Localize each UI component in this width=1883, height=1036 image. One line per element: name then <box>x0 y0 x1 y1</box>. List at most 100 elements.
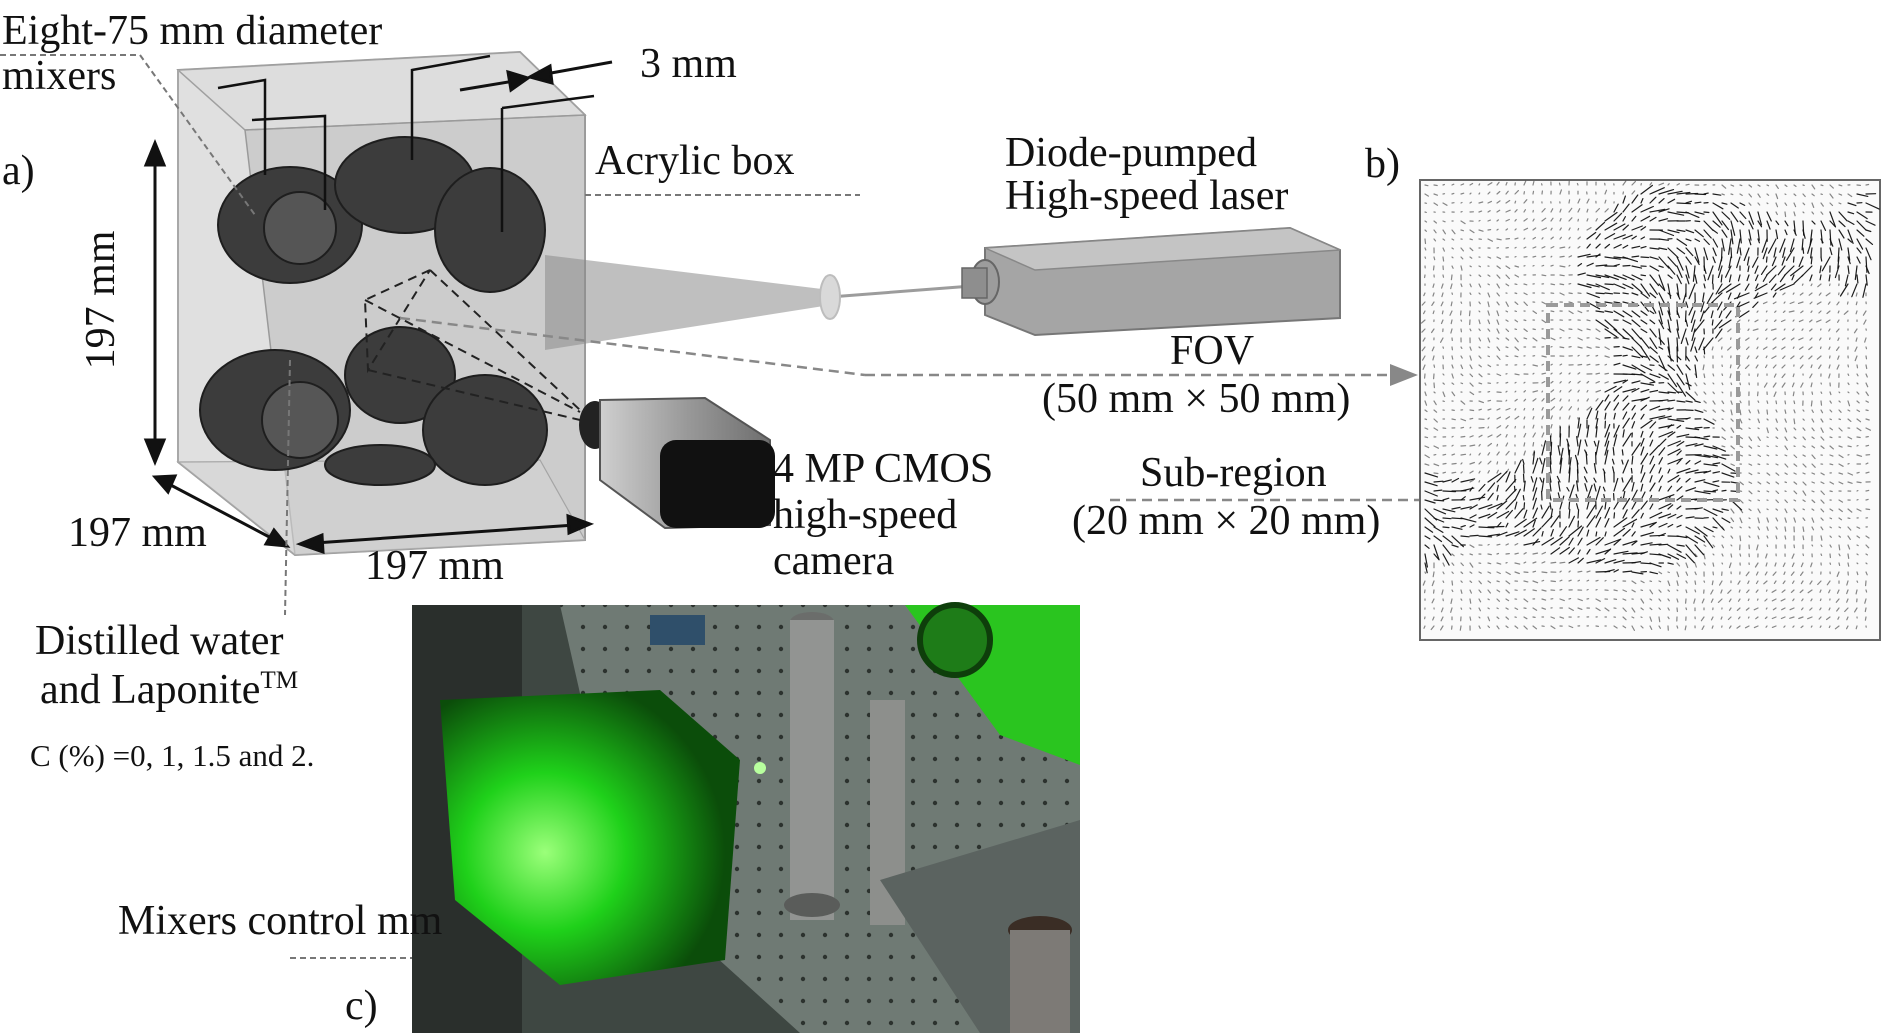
velocity-vector <box>1658 310 1663 325</box>
velocity-vector <box>1856 454 1863 457</box>
velocity-vector <box>1721 373 1724 376</box>
velocity-vector <box>1718 319 1732 329</box>
velocity-vector <box>1451 373 1454 379</box>
velocity-vector <box>1856 391 1860 395</box>
velocity-vector <box>1505 479 1517 492</box>
velocity-vector <box>1819 265 1822 274</box>
velocity-vector <box>1640 430 1644 438</box>
velocity-vector <box>1532 570 1537 573</box>
velocity-vector <box>1549 502 1552 510</box>
velocity-vector <box>1792 319 1795 322</box>
velocity-vector <box>1808 346 1813 351</box>
velocity-vector <box>1505 390 1508 393</box>
velocity-vector <box>1720 616 1723 620</box>
velocity-vector <box>1469 426 1472 429</box>
velocity-vector <box>1604 559 1617 564</box>
velocity-vector <box>1676 310 1681 319</box>
velocity-vector <box>1820 184 1824 187</box>
velocity-vector <box>1703 346 1706 355</box>
velocity-vector <box>1811 517 1815 523</box>
velocity-vector <box>1845 625 1849 630</box>
velocity-vector <box>1622 264 1631 267</box>
velocity-vector <box>1640 607 1644 611</box>
velocity-vector <box>1541 598 1547 601</box>
velocity-vector <box>1505 283 1510 287</box>
velocity-vector <box>1819 607 1822 611</box>
velocity-vector <box>1640 551 1648 555</box>
velocity-vector <box>1566 438 1570 447</box>
velocity-vector <box>1838 220 1846 228</box>
velocity-vector <box>1784 229 1788 236</box>
velocity-vector <box>1550 515 1560 528</box>
velocity-vector <box>1717 337 1723 342</box>
velocity-vector <box>1856 418 1862 423</box>
velocity-vector <box>1828 346 1831 350</box>
velocity-vector <box>1496 470 1508 483</box>
velocity-vector <box>1829 400 1832 404</box>
velocity-vector <box>1676 355 1682 361</box>
velocity-vector <box>1864 337 1867 343</box>
velocity-vector <box>1694 409 1704 413</box>
velocity-vector <box>1431 346 1435 352</box>
velocity-vector <box>1583 466 1588 474</box>
velocity-vector <box>1433 193 1439 196</box>
velocity-vector <box>1784 481 1788 484</box>
velocity-vector <box>1478 210 1483 213</box>
velocity-vector <box>1532 337 1538 342</box>
velocity-vector <box>1422 337 1426 342</box>
velocity-vector <box>1577 227 1580 231</box>
velocity-vector <box>1782 292 1786 296</box>
velocity-vector <box>1694 238 1701 242</box>
velocity-vector <box>1505 416 1511 420</box>
velocity-vector <box>1828 589 1831 594</box>
velocity-vector <box>1487 274 1491 277</box>
velocity-vector <box>1820 391 1823 394</box>
velocity-vector <box>1847 220 1855 225</box>
velocity-vector <box>1550 397 1556 402</box>
velocity-vector <box>1739 202 1746 206</box>
velocity-vector <box>1602 486 1606 492</box>
velocity-vector <box>1802 499 1806 502</box>
velocity-vector <box>1469 553 1474 556</box>
velocity-vector <box>1694 355 1699 362</box>
velocity-vector <box>1703 238 1710 246</box>
velocity-vector <box>1748 481 1753 484</box>
velocity-vector <box>1514 265 1520 268</box>
velocity-vector <box>1829 544 1832 548</box>
velocity-vector <box>1844 607 1849 613</box>
velocity-vector <box>1568 292 1573 295</box>
velocity-vector <box>1761 238 1768 253</box>
velocity-vector <box>1449 310 1453 316</box>
laser-body <box>961 226 1341 337</box>
velocity-vector <box>1487 219 1492 222</box>
velocity-vector <box>1541 274 1547 277</box>
velocity-vector <box>1810 364 1813 369</box>
velocity-vector <box>1532 227 1537 231</box>
velocity-vector <box>1568 557 1580 564</box>
velocity-vector <box>1433 256 1436 261</box>
velocity-vector <box>1658 494 1675 501</box>
velocity-vector <box>1622 395 1629 402</box>
velocity-vector <box>1505 274 1511 280</box>
velocity-vector <box>1469 504 1478 510</box>
velocity-vector <box>1676 265 1683 278</box>
velocity-vector <box>1829 562 1832 565</box>
velocity-vector <box>1622 328 1634 339</box>
velocity-vector <box>1568 406 1573 411</box>
velocity-vector <box>1522 473 1525 483</box>
velocity-vector <box>1622 346 1633 351</box>
velocity-vector <box>1865 391 1869 397</box>
velocity-vector <box>1622 216 1627 222</box>
velocity-vector <box>1736 256 1741 269</box>
velocity-vector <box>1706 292 1714 304</box>
velocity-vector <box>1649 553 1662 556</box>
velocity-vector <box>1770 328 1777 331</box>
velocity-vector <box>1748 526 1751 529</box>
velocity-vector <box>1829 445 1835 450</box>
velocity-vector <box>1865 382 1869 388</box>
velocity-vector <box>1595 505 1604 519</box>
velocity-vector <box>1469 589 1473 594</box>
velocity-vector <box>1667 418 1685 422</box>
velocity-vector <box>1640 337 1650 349</box>
velocity-vector <box>1586 504 1596 519</box>
